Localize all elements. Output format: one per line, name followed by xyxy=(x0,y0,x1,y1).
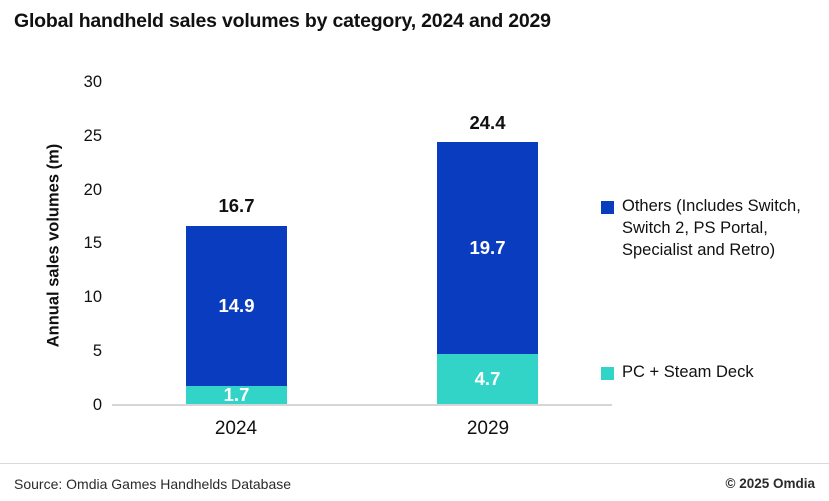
y-tick-10: 10 xyxy=(83,288,102,306)
page-title: Global handheld sales volumes by categor… xyxy=(14,10,551,32)
legend-label-pc-steam-deck: PC + Steam Deck xyxy=(622,362,754,381)
source-text: Source: Omdia Games Handhelds Database xyxy=(14,476,292,492)
legend-item-pc-steam-deck[interactable]: PC + Steam Deck xyxy=(601,362,823,384)
copyright-text: © 2025 Omdia xyxy=(725,476,816,491)
legend-item-others[interactable]: Others (Includes Switch, Switch 2, PS Po… xyxy=(601,196,823,262)
x-tick-2024: 2024 xyxy=(214,418,258,439)
bar-stack-2024[interactable]: 14.9 1.7 xyxy=(186,225,287,405)
bars-layer: 16.7 14.9 1.7 24.4 19.7 4.7 xyxy=(0,82,829,405)
x-tick-2029: 2029 xyxy=(466,418,510,439)
bar-segment-others-2029[interactable]: 19.7 xyxy=(437,142,538,354)
y-tick-0: 0 xyxy=(92,396,102,414)
y-axis-tick-labels: 30 25 20 15 10 5 0 xyxy=(40,0,102,460)
footer-divider xyxy=(0,463,829,464)
y-tick-5: 5 xyxy=(92,342,102,360)
bar-segment-others-2024[interactable]: 14.9 xyxy=(186,225,287,386)
bar-total-label-2024: 16.7 xyxy=(218,195,255,216)
chart-legend: Others (Includes Switch, Switch 2, PS Po… xyxy=(601,196,823,406)
bar-segment-pc-steam-deck-2029[interactable]: 4.7 xyxy=(437,353,538,404)
legend-swatch-pc-steam-deck-icon xyxy=(601,366,614,380)
y-tick-25: 25 xyxy=(83,127,102,145)
legend-swatch-others-icon xyxy=(601,201,614,214)
x-axis-line xyxy=(112,404,612,406)
y-tick-15: 15 xyxy=(83,234,102,252)
legend-label-others: Others (Includes Switch, Switch 2, PS Po… xyxy=(622,197,801,259)
chart-plot-area: Annual sales volumes (m) 30 25 20 15 10 … xyxy=(0,0,829,460)
bar-stack-2029[interactable]: 19.7 4.7 xyxy=(437,142,538,404)
y-tick-30: 30 xyxy=(83,73,102,91)
footer: Source: Omdia Games Handhelds Database ©… xyxy=(0,464,829,501)
y-tick-20: 20 xyxy=(83,181,102,199)
bar-total-label-2029: 24.4 xyxy=(469,112,506,133)
bar-segment-pc-steam-deck-2024[interactable]: 1.7 xyxy=(186,384,287,405)
